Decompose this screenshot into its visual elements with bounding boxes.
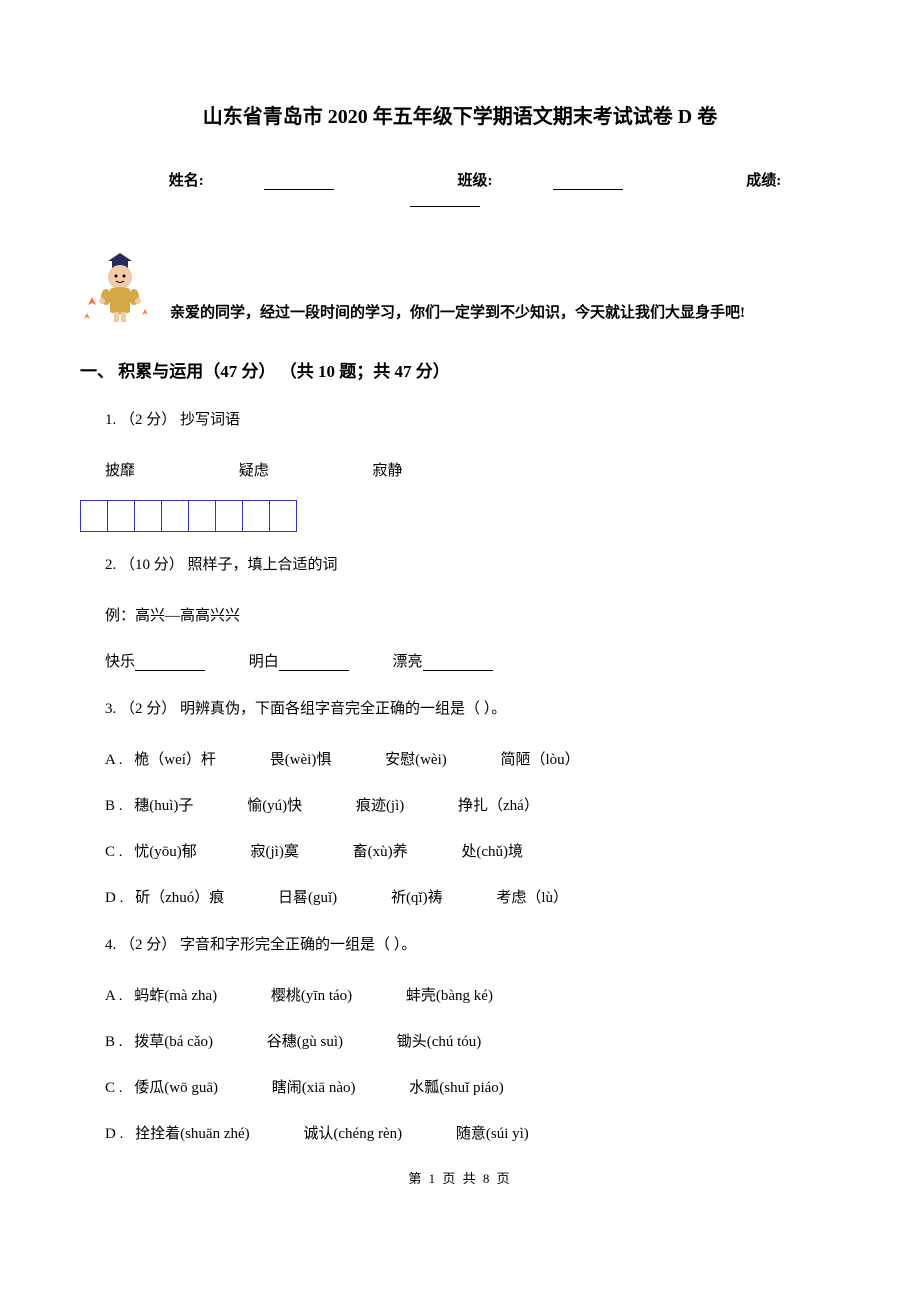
q4c-c2: 瞎闹(xiā nào) — [272, 1076, 356, 1097]
q4a-c3: 蚌壳(bàng ké) — [406, 984, 493, 1005]
score-blank[interactable] — [410, 193, 480, 207]
writing-cell[interactable] — [80, 500, 108, 532]
q3d-c4: 考虑（lù） — [496, 886, 568, 907]
option-label: B . — [105, 798, 123, 814]
q2-blank-1[interactable] — [135, 657, 205, 671]
option-label: D . — [105, 1126, 123, 1142]
q3a-c4: 简陋（lòu） — [501, 748, 580, 769]
q4-option-c[interactable]: C . 倭瓜(wō guā) 瞎闹(xiā nào) 水瓢(shuǐ piáo) — [105, 1076, 840, 1097]
exam-title: 山东省青岛市 2020 年五年级下学期语文期末考试试卷 D 卷 — [80, 100, 840, 129]
q1-words: 披靡 疑虑 寂静 — [105, 459, 840, 480]
page-footer: 第 1 页 共 8 页 — [80, 1168, 840, 1187]
q4c-c1: 倭瓜(wō guā) — [134, 1076, 218, 1097]
q1-word-3: 寂静 — [373, 463, 403, 479]
q4-option-d[interactable]: D . 拴拴着(shuān zhé) 诚认(chéng rèn) 随意(súi … — [105, 1122, 840, 1143]
intro-section: 亲爱的同学，经过一段时间的学习，你们一定学到不少知识，今天就让我们大显身手吧! — [80, 247, 840, 327]
question-2: 2. （10 分） 照样子，填上合适的词 — [105, 552, 840, 579]
q2-blank-2[interactable] — [279, 657, 349, 671]
q4d-c1: 拴拴着(shuān zhé) — [135, 1122, 250, 1143]
q3d-c1: 斫（zhuó）痕 — [135, 886, 224, 907]
question-1: 1. （2 分） 抄写词语 — [105, 407, 840, 434]
option-label: A . — [105, 988, 123, 1004]
q3-option-b[interactable]: B . 穗(huì)子 愉(yú)快 痕迹(jì) 挣扎（zhá） — [105, 794, 840, 815]
student-info-line: 姓名: 班级: 成绩: — [80, 169, 840, 207]
option-label: B . — [105, 1034, 123, 1050]
q3a-c1: 桅（weí）杆 — [134, 748, 216, 769]
writing-cell[interactable] — [215, 500, 243, 532]
q1-word-1: 披靡 — [105, 463, 135, 479]
q4b-c3: 锄头(chú tóu) — [397, 1030, 482, 1051]
q4a-c2: 樱桃(yīn táo) — [271, 984, 352, 1005]
score-label: 成绩: — [746, 173, 781, 189]
q4d-c3: 随意(súi yì) — [456, 1122, 529, 1143]
q3a-c3: 安慰(wèi) — [385, 748, 447, 769]
q3-option-a[interactable]: A . 桅（weí）杆 畏(wèi)惧 安慰(wèi) 简陋（lòu） — [105, 748, 840, 769]
writing-boxes[interactable] — [80, 500, 840, 532]
option-label: C . — [105, 1080, 123, 1096]
q4a-c1: 蚂蚱(mà zha) — [134, 984, 217, 1005]
q4b-c2: 谷穗(gù suì) — [267, 1030, 343, 1051]
question-4: 4. （2 分） 字音和字形完全正确的一组是（ ）。 — [105, 932, 840, 959]
section-1-header: 一、 积累与运用（47 分） （共 10 题；共 47 分） — [80, 357, 840, 382]
name-label: 姓名: — [169, 173, 204, 189]
option-label: C . — [105, 844, 123, 860]
q3-option-d[interactable]: D . 斫（zhuó）痕 日晷(guǐ) 祈(qǐ)祷 考虑（lù） — [105, 886, 840, 907]
q3c-c3: 畜(xù)养 — [353, 840, 408, 861]
name-blank[interactable] — [264, 176, 334, 190]
intro-text: 亲爱的同学，经过一段时间的学习，你们一定学到不少知识，今天就让我们大显身手吧! — [170, 301, 840, 327]
q3-option-c[interactable]: C . 忧(yōu)郁 寂(jì)寞 畜(xù)养 处(chǔ)境 — [105, 840, 840, 861]
q2-fill: 快乐 明白 漂亮 — [105, 650, 840, 671]
q3d-c3: 祈(qǐ)祷 — [391, 886, 443, 907]
q4-option-a[interactable]: A . 蚂蚱(mà zha) 樱桃(yīn táo) 蚌壳(bàng ké) — [105, 984, 840, 1005]
q3a-c2: 畏(wèi)惧 — [270, 748, 332, 769]
option-label: A . — [105, 752, 123, 768]
class-blank[interactable] — [553, 176, 623, 190]
q3b-c4: 挣扎（zhá） — [458, 794, 539, 815]
class-label: 班级: — [458, 173, 493, 189]
q3b-c3: 痕迹(jì) — [356, 794, 404, 815]
writing-cell[interactable] — [134, 500, 162, 532]
writing-cell[interactable] — [188, 500, 216, 532]
writing-cell[interactable] — [242, 500, 270, 532]
q4b-c1: 拨草(bá cǎo) — [134, 1030, 213, 1051]
q2-example: 例：高兴—高高兴兴 — [105, 604, 840, 625]
writing-cell[interactable] — [161, 500, 189, 532]
q3b-c1: 穗(huì)子 — [134, 794, 193, 815]
q2-blank-3[interactable] — [423, 657, 493, 671]
option-label: D . — [105, 890, 123, 906]
q4d-c2: 诚认(chéng rèn) — [303, 1122, 402, 1143]
question-3: 3. （2 分） 明辨真伪，下面各组字音完全正确的一组是（ ）。 — [105, 696, 840, 723]
q4-option-b[interactable]: B . 拨草(bá cǎo) 谷穗(gù suì) 锄头(chú tóu) — [105, 1030, 840, 1051]
q3b-c2: 愉(yú)快 — [247, 794, 302, 815]
q1-word-2: 疑虑 — [239, 463, 269, 479]
q3c-c2: 寂(jì)寞 — [251, 840, 299, 861]
q3c-c1: 忧(yōu)郁 — [134, 840, 197, 861]
q2-item-3: 漂亮 — [393, 654, 423, 670]
writing-cell[interactable] — [107, 500, 135, 532]
q2-item-2: 明白 — [249, 654, 279, 670]
q3d-c2: 日晷(guǐ) — [278, 886, 337, 907]
q3c-c4: 处(chǔ)境 — [461, 840, 523, 861]
student-icon — [80, 247, 160, 327]
writing-cell[interactable] — [269, 500, 297, 532]
q2-item-1: 快乐 — [105, 654, 135, 670]
q4c-c3: 水瓢(shuǐ piáo) — [409, 1076, 504, 1097]
